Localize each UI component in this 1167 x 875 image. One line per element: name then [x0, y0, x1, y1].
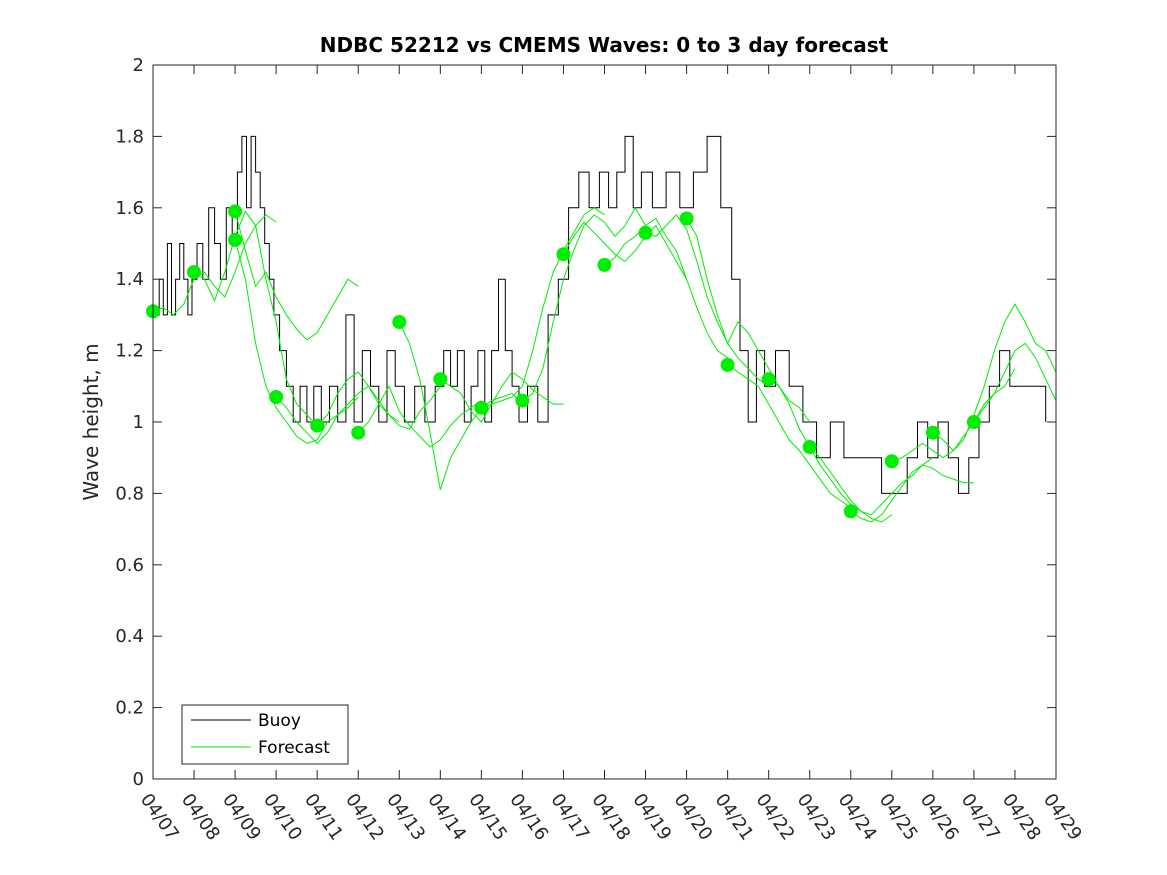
forecast-start-marker — [720, 357, 735, 372]
x-tick-label: 04/17 — [546, 790, 593, 845]
x-tick-label: 04/11 — [300, 790, 347, 845]
forecast-start-marker — [433, 372, 448, 387]
y-tick-label: 1 — [133, 412, 144, 433]
forecast-start-marker — [228, 204, 243, 219]
y-tick-label: 1.8 — [115, 126, 144, 147]
x-tick-label: 04/27 — [957, 790, 1004, 845]
forecast-start-markers — [146, 204, 981, 519]
y-tick-label: 0.6 — [115, 555, 144, 576]
legend: Buoy Forecast — [181, 704, 349, 765]
buoy-series-layer — [155, 135, 1047, 494]
forecast-run-line — [481, 207, 605, 409]
chart-title: NDBC 52212 vs CMEMS Waves: 0 to 3 day fo… — [320, 33, 889, 57]
x-tick-label: 04/19 — [628, 790, 675, 845]
x-tick-label: 04/25 — [875, 790, 922, 845]
x-tick-label: 04/15 — [464, 790, 511, 845]
legend-forecast-label: Forecast — [258, 738, 330, 758]
x-tick-label: 04/23 — [793, 790, 840, 845]
y-tick-label: 1.6 — [115, 198, 144, 219]
forecast-start-marker — [474, 400, 489, 415]
x-tick-label: 04/13 — [382, 790, 429, 845]
forecast-run-line — [686, 218, 811, 423]
forecast-run-line — [234, 211, 359, 341]
forecast-run-line — [440, 371, 564, 423]
forecast-start-marker — [351, 425, 366, 440]
x-tick-label: 04/09 — [218, 790, 265, 845]
y-tick-label: 1.4 — [115, 269, 144, 290]
forecast-run-line — [850, 464, 974, 523]
forecast-start-marker — [228, 232, 243, 247]
forecast-run-line — [563, 221, 688, 280]
forecast-run-line — [522, 206, 646, 402]
x-tick-label: 04/20 — [669, 790, 716, 845]
x-tick-label: 04/22 — [752, 790, 799, 845]
forecast-run-line — [768, 378, 893, 523]
forecast-start-marker — [556, 247, 571, 262]
forecast-run-line — [973, 342, 1056, 423]
forecast-start-marker — [187, 265, 201, 280]
x-tick-label: 04/08 — [177, 790, 224, 845]
forecast-start-marker — [761, 372, 776, 387]
x-tick-label: 04/24 — [834, 790, 881, 845]
y-tick-label: 1.2 — [115, 341, 144, 362]
forecast-start-marker — [638, 225, 653, 240]
forecast-start-marker — [966, 415, 981, 429]
plot-area — [153, 65, 1056, 779]
forecast-start-marker — [802, 440, 817, 454]
x-tick-label: 04/29 — [1039, 790, 1086, 845]
y-tick-label: 0.4 — [115, 626, 144, 647]
forecast-run-line — [727, 364, 852, 509]
forecast-start-marker — [679, 211, 694, 226]
forecast-run-line — [357, 385, 482, 448]
x-tick-label: 04/26 — [916, 790, 963, 845]
y-tick-label: 2 — [133, 55, 144, 76]
forecast-start-marker — [310, 418, 325, 433]
x-tick-label: 04/28 — [998, 790, 1045, 845]
forecast-start-marker — [269, 390, 284, 404]
forecast-start-marker — [597, 257, 612, 272]
forecast-run-line — [932, 303, 1056, 452]
forecast-start-marker — [392, 315, 407, 329]
buoy-line — [155, 135, 1047, 494]
x-tick-label: 04/14 — [423, 790, 470, 845]
forecast-start-marker — [515, 393, 530, 408]
x-tick-label: 04/18 — [587, 790, 634, 845]
y-axis-ticks: 0 0.2 0.4 0.6 0.8 1 1.2 1.4 1.6 1.8 2 — [115, 55, 1056, 790]
forecast-start-marker — [843, 504, 858, 519]
forecast-run-line — [193, 210, 318, 426]
legend-box — [181, 704, 349, 765]
forecast-start-marker — [925, 425, 940, 440]
forecast-run-line — [398, 321, 523, 490]
forecast-start-marker — [884, 454, 899, 469]
y-tick-label: 0 — [133, 769, 144, 790]
x-tick-label: 04/12 — [341, 790, 388, 845]
y-axis-label: Wave height, m — [79, 343, 103, 500]
x-tick-label: 04/16 — [505, 790, 552, 845]
legend-buoy-label: Buoy — [258, 711, 301, 731]
forecast-run-line — [275, 385, 400, 445]
forecast-run-line — [809, 446, 934, 516]
x-tick-label: 04/21 — [711, 790, 758, 845]
y-tick-label: 0.8 — [115, 483, 144, 504]
forecast-run-line — [645, 214, 769, 387]
y-tick-label: 0.2 — [115, 698, 144, 719]
forecast-run-line — [604, 217, 728, 359]
x-tick-label: 04/07 — [136, 790, 183, 845]
x-tick-label: 04/10 — [259, 790, 306, 845]
forecast-series-layer — [153, 206, 1056, 523]
